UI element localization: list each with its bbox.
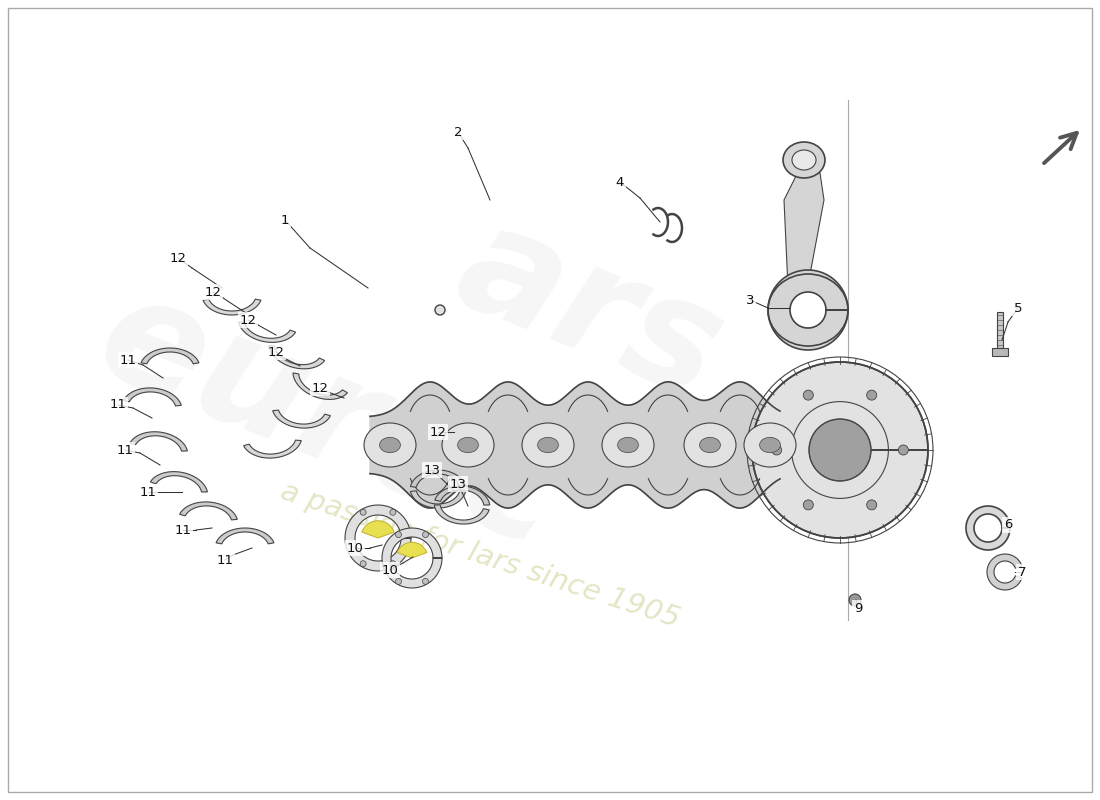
- Text: 2: 2: [453, 126, 462, 138]
- Text: 3: 3: [746, 294, 755, 306]
- Circle shape: [803, 390, 813, 400]
- Polygon shape: [151, 472, 208, 492]
- Circle shape: [389, 510, 396, 515]
- Text: 10: 10: [382, 563, 398, 577]
- Text: 10: 10: [346, 542, 363, 554]
- Text: 12: 12: [429, 426, 447, 438]
- Ellipse shape: [364, 423, 416, 467]
- Polygon shape: [130, 432, 187, 451]
- Ellipse shape: [744, 423, 796, 467]
- Text: 7: 7: [1018, 566, 1026, 578]
- Circle shape: [849, 594, 861, 606]
- Polygon shape: [768, 270, 848, 350]
- Text: 12: 12: [267, 346, 285, 358]
- Polygon shape: [216, 528, 274, 544]
- Circle shape: [360, 510, 366, 515]
- Text: 11: 11: [110, 398, 126, 411]
- Ellipse shape: [700, 438, 720, 453]
- Polygon shape: [345, 505, 411, 571]
- Ellipse shape: [684, 423, 736, 467]
- Text: 4: 4: [616, 175, 624, 189]
- Text: 11: 11: [175, 523, 191, 537]
- Ellipse shape: [458, 438, 478, 453]
- Polygon shape: [987, 554, 1022, 590]
- Ellipse shape: [760, 438, 780, 453]
- Ellipse shape: [442, 423, 494, 467]
- Polygon shape: [273, 410, 330, 428]
- Text: 11: 11: [117, 443, 133, 457]
- Polygon shape: [141, 348, 199, 364]
- Circle shape: [867, 390, 877, 400]
- Ellipse shape: [522, 423, 574, 467]
- Text: 11: 11: [217, 554, 233, 566]
- Circle shape: [360, 561, 366, 566]
- Polygon shape: [966, 506, 1010, 550]
- Text: 12: 12: [169, 251, 187, 265]
- Text: 1: 1: [280, 214, 289, 226]
- Text: 11: 11: [120, 354, 136, 366]
- Polygon shape: [204, 299, 261, 315]
- Polygon shape: [997, 312, 1003, 348]
- Circle shape: [396, 532, 402, 538]
- Polygon shape: [410, 490, 465, 508]
- Text: 13: 13: [424, 463, 440, 477]
- Polygon shape: [410, 470, 465, 487]
- Polygon shape: [239, 322, 296, 342]
- Text: 11: 11: [140, 486, 156, 498]
- Circle shape: [389, 561, 396, 566]
- Ellipse shape: [379, 438, 400, 453]
- Polygon shape: [755, 423, 770, 467]
- Polygon shape: [434, 486, 490, 505]
- Polygon shape: [382, 528, 442, 588]
- Ellipse shape: [792, 150, 816, 170]
- Text: a passion for lars since 1905: a passion for lars since 1905: [277, 477, 683, 633]
- Text: euroc: euroc: [78, 261, 582, 579]
- Circle shape: [434, 305, 446, 315]
- Circle shape: [422, 532, 429, 538]
- Text: 5: 5: [1014, 302, 1022, 314]
- Ellipse shape: [602, 423, 654, 467]
- Polygon shape: [179, 502, 238, 520]
- Circle shape: [867, 500, 877, 510]
- Ellipse shape: [538, 438, 559, 453]
- Text: 12: 12: [205, 286, 221, 298]
- Polygon shape: [370, 382, 780, 508]
- Circle shape: [396, 578, 402, 584]
- Text: 6: 6: [1004, 518, 1012, 531]
- Text: 9: 9: [854, 602, 862, 614]
- Polygon shape: [293, 373, 348, 399]
- Polygon shape: [123, 388, 182, 406]
- Polygon shape: [992, 348, 1008, 356]
- Circle shape: [422, 578, 429, 584]
- Circle shape: [899, 445, 909, 455]
- Circle shape: [803, 500, 813, 510]
- Ellipse shape: [617, 438, 638, 453]
- Text: ars: ars: [437, 190, 742, 430]
- Polygon shape: [784, 168, 824, 288]
- Wedge shape: [362, 521, 394, 538]
- Wedge shape: [397, 542, 427, 558]
- Text: 12: 12: [311, 382, 329, 394]
- Polygon shape: [434, 505, 490, 524]
- Polygon shape: [268, 346, 324, 369]
- Ellipse shape: [783, 142, 825, 178]
- Text: 13: 13: [450, 478, 466, 490]
- Circle shape: [771, 445, 782, 455]
- Circle shape: [810, 419, 871, 481]
- Text: 12: 12: [240, 314, 256, 326]
- Polygon shape: [752, 362, 928, 538]
- Polygon shape: [243, 440, 301, 458]
